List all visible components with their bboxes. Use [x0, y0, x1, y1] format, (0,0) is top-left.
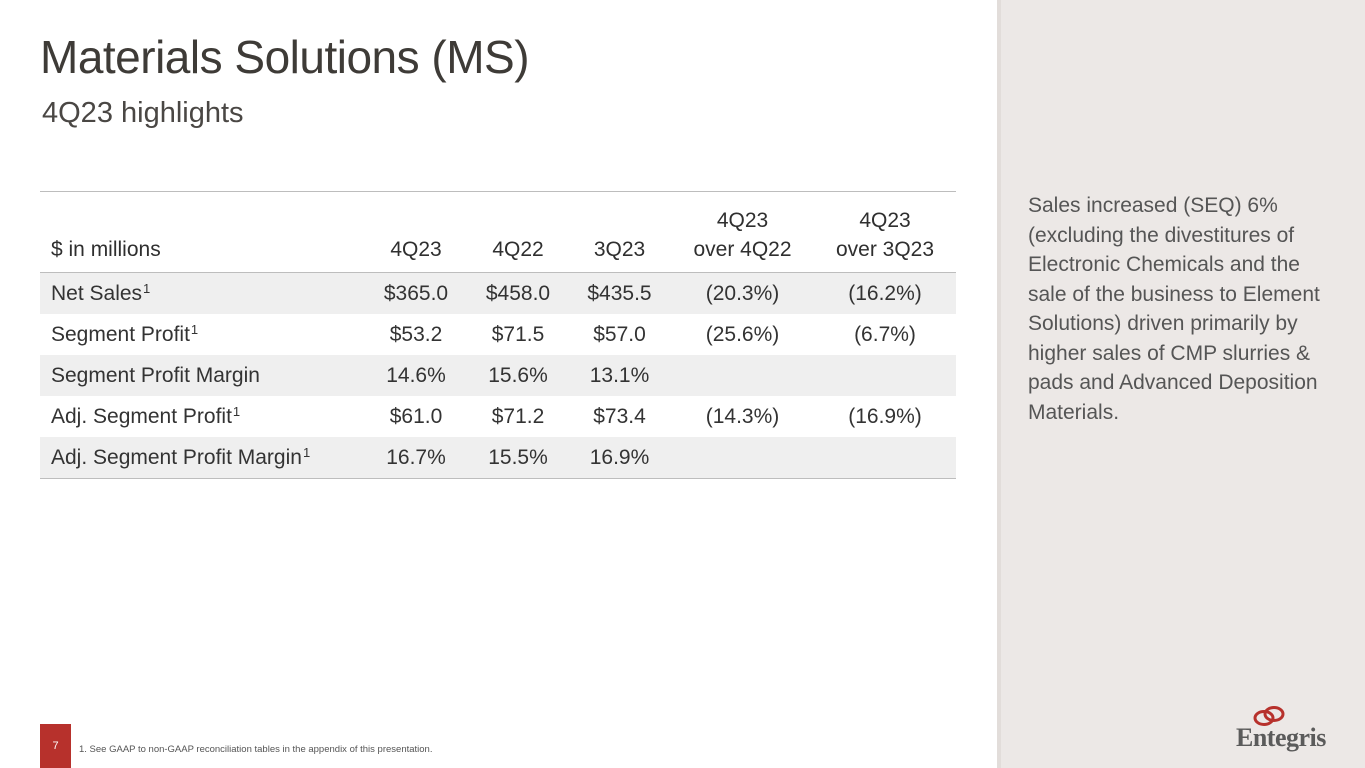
table-row: Segment Profit1 $53.2 $71.5 $57.0 (25.6%…: [40, 314, 956, 355]
table-cell: $435.5: [587, 281, 652, 305]
table-cell: $365.0: [383, 281, 449, 305]
table-cell: [671, 355, 814, 396]
row-label: Net Sales1: [51, 280, 151, 305]
commentary-panel: [997, 0, 1365, 768]
table-cell: $458.0: [485, 281, 551, 305]
table-cell: (20.3%): [705, 281, 780, 305]
table-cell: $73.4: [593, 404, 646, 428]
slide-main-area: [0, 0, 997, 768]
slide-title: Materials Solutions (MS): [40, 31, 530, 83]
logo-wordmark: Entegris: [1236, 723, 1326, 752]
table-cell: [814, 437, 956, 479]
table-cell: $61.0: [389, 404, 443, 428]
table-cell: [814, 355, 956, 396]
footnote-marker: 1: [190, 321, 199, 337]
table-cell: (6.7%): [854, 322, 916, 346]
row-label: Segment Profit1: [51, 321, 199, 346]
header-seq-change: 4Q23 over 3Q23: [835, 209, 935, 261]
table-row: Adj. Segment Profit1 $61.0 $71.2 $73.4 (…: [40, 396, 956, 437]
table-cell: $71.2: [491, 404, 545, 428]
commentary-text: Sales increased (SEQ) 6% (excluding the …: [1028, 194, 1320, 424]
header-4q22: 4Q22: [492, 238, 544, 261]
table-cell: (16.9%): [848, 404, 922, 428]
table-cell: (25.6%): [705, 322, 780, 346]
entegris-logo: Entegris: [1236, 705, 1331, 757]
footnote-marker: 1: [302, 444, 311, 460]
row-label: Adj. Segment Profit1: [51, 403, 241, 428]
table-cell: 16.9%: [589, 445, 650, 469]
table-cell: $71.5: [491, 322, 545, 346]
table-cell: $53.2: [389, 322, 443, 346]
table-cell: (14.3%): [705, 404, 780, 428]
table-header-row: $ in millions 4Q23 4Q22 3Q23 4Q23 over 4Q…: [40, 191, 956, 273]
page-number-badge: 7: [40, 724, 71, 768]
header-3q23: 3Q23: [593, 238, 646, 261]
header-yoy-change: 4Q23 over 4Q22: [693, 209, 792, 261]
slide-subtitle: 4Q23 highlights: [42, 97, 244, 129]
row-label: Adj. Segment Profit Margin1: [51, 444, 311, 469]
table-row: Adj. Segment Profit Margin1 16.7% 15.5% …: [40, 437, 956, 479]
header-units: $ in millions: [51, 238, 161, 261]
financial-table: $ in millions 4Q23 4Q22 3Q23 4Q23 over 4Q…: [40, 191, 956, 479]
page-number: 7: [52, 740, 59, 752]
table-cell: 15.6%: [488, 363, 548, 387]
table-cell: 15.5%: [488, 445, 548, 469]
panel-divider: [997, 0, 1001, 768]
footnote-marker: 1: [232, 403, 241, 419]
table-row: Segment Profit Margin 14.6% 15.6% 13.1%: [40, 355, 956, 396]
footnote-marker: 1: [143, 280, 151, 296]
table-cell: 16.7%: [386, 445, 446, 469]
row-label: Segment Profit Margin: [51, 363, 260, 387]
table-cell: $57.0: [593, 322, 646, 346]
table-cell: 14.6%: [386, 363, 446, 387]
table-cell: [671, 437, 814, 479]
table-cell: 13.1%: [589, 363, 650, 387]
table-cell: (16.2%): [848, 281, 922, 305]
footnote: 1. See GAAP to non-GAAP reconciliation t…: [79, 744, 433, 755]
table-row: Net Sales1 $365.0 $458.0 $435.5 (20.3%) …: [40, 272, 956, 314]
logo-rings-icon: [1253, 706, 1285, 726]
header-4q23: 4Q23: [390, 238, 442, 261]
